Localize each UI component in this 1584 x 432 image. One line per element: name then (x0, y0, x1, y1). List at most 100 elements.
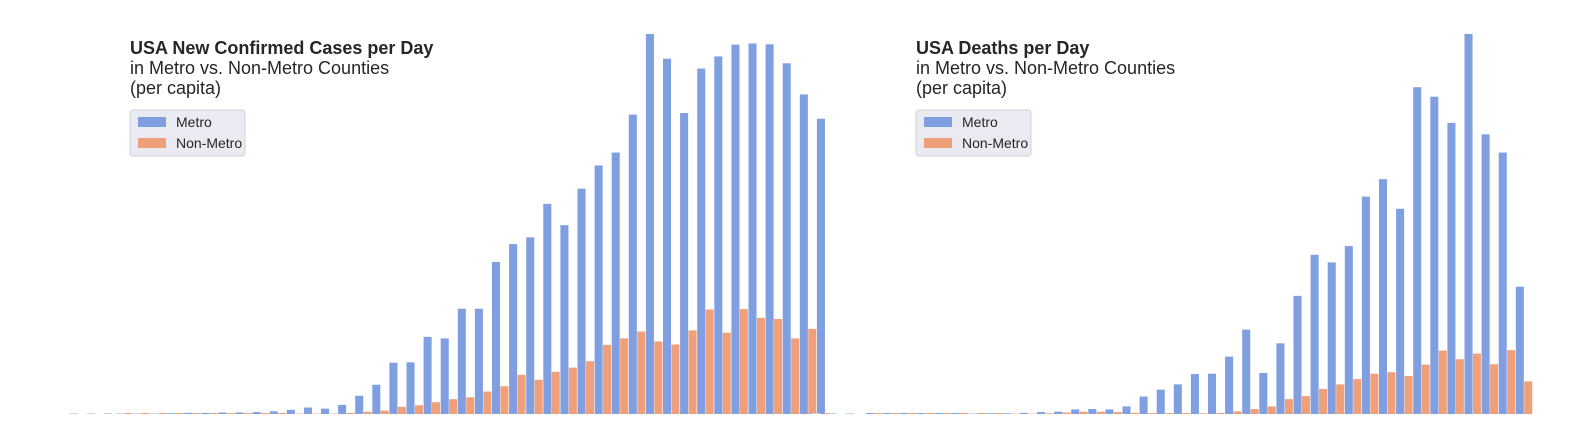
metro-bar (474, 308, 483, 414)
legend-swatch-metro (924, 117, 952, 127)
non-metro-bar (261, 413, 270, 414)
chart-title: USA New Confirmed Cases per Day (130, 38, 433, 58)
non-metro-bar (1216, 412, 1225, 414)
non-metro-bar (500, 386, 509, 414)
metro-bar (1293, 295, 1302, 414)
metro-bar (184, 412, 193, 414)
non-metro-bar (959, 413, 968, 414)
non-metro-bar (534, 379, 543, 414)
metro-bar (1225, 356, 1234, 414)
metro-bar (457, 308, 466, 414)
metro-bar (235, 412, 244, 414)
non-metro-bar (1284, 399, 1293, 414)
non-metro-bar (722, 332, 731, 414)
metro-bar (1344, 246, 1353, 414)
non-metro-bar (1490, 364, 1499, 414)
non-metro-bar (994, 413, 1003, 414)
metro-bar (252, 412, 261, 414)
metro-bar (594, 165, 603, 414)
non-metro-bar (637, 331, 646, 414)
non-metro-bar (432, 402, 441, 414)
metro-bar (1173, 384, 1182, 414)
metro-bar (440, 338, 449, 414)
metro-bar (883, 413, 892, 414)
non-metro-bar (808, 328, 817, 414)
non-metro-bar (774, 319, 783, 414)
metro-bar (1156, 389, 1165, 414)
metro-bar (577, 188, 586, 414)
metro-bar (782, 63, 791, 414)
baseline-ticks (70, 413, 112, 414)
chart-subtitle-line-1: in Metro vs. Non-Metro Counties (916, 58, 1175, 78)
non-metro-bar (942, 413, 951, 414)
non-metro-bar (209, 413, 218, 414)
metro-bar (423, 336, 432, 414)
metro-bar (1413, 87, 1422, 414)
non-metro-bar (925, 413, 934, 414)
non-metro-bar (141, 413, 150, 414)
legend-label-metro: Metro (962, 114, 998, 130)
non-metro-bar (1079, 411, 1088, 414)
metro-bar (286, 409, 295, 414)
non-metro-bar (414, 405, 423, 414)
metro-bar (321, 408, 330, 414)
metro-bar (951, 413, 960, 414)
non-metro-bar (1301, 396, 1310, 414)
baseline-dash (104, 413, 112, 414)
metro-bar (900, 413, 909, 414)
metro-bar (1208, 373, 1217, 414)
legend-label-non-metro: Non-Metro (962, 135, 1028, 151)
metro-bar (1190, 374, 1199, 414)
non-metro-bar (124, 413, 133, 414)
metro-bar (1327, 262, 1336, 414)
chart-subtitle-line-1: in Metro vs. Non-Metro Counties (130, 58, 389, 78)
non-metro-bar (1062, 412, 1071, 414)
non-metro-bar (1199, 413, 1208, 414)
non-metro-bar (1387, 372, 1396, 414)
non-metro-bar (1165, 413, 1174, 414)
metro-bar (985, 413, 994, 414)
metro-bar (1071, 409, 1080, 414)
metro-bar (680, 113, 689, 414)
non-metro-bar (551, 371, 560, 414)
non-metro-bar (908, 413, 917, 414)
metro-bar (406, 362, 415, 414)
metro-bar (1139, 396, 1148, 414)
non-metro-bar (671, 344, 680, 414)
non-metro-bar (874, 413, 883, 414)
metro-bar (1054, 411, 1063, 414)
non-metro-bar (1096, 411, 1105, 414)
non-metro-bar (243, 413, 252, 414)
metro-bar (934, 413, 943, 414)
non-metro-bar (620, 338, 629, 414)
metro-bar (1259, 372, 1268, 414)
metro-bar (543, 203, 552, 414)
non-metro-bar (1370, 373, 1379, 414)
non-metro-bar (346, 412, 355, 414)
legend-swatch-non-metro (924, 138, 952, 148)
non-metro-bar (1045, 413, 1054, 414)
metro-bar (1088, 409, 1097, 414)
non-metro-bar (158, 413, 167, 414)
metro-bar (1447, 122, 1456, 415)
metro-bar (1396, 208, 1405, 414)
metro-bar (338, 404, 347, 414)
non-metro-bar (1233, 411, 1242, 414)
non-metro-bar (380, 410, 389, 414)
metro-bar (526, 237, 535, 414)
metro-bar (866, 413, 875, 414)
non-metro-bar (603, 344, 612, 414)
non-metro-bar (1336, 384, 1345, 414)
non-metro-bar (1455, 359, 1464, 414)
non-metro-bar (1472, 353, 1481, 414)
metro-bar (389, 362, 398, 414)
non-metro-bar (891, 413, 900, 414)
metro-bar (731, 44, 740, 414)
cases-chart: USA New Confirmed Cases per Day in Metro… (70, 34, 834, 415)
metro-bar (1002, 413, 1011, 414)
metro-bar (611, 152, 620, 414)
chart-title: USA Deaths per Day (916, 38, 1089, 58)
non-metro-bar (585, 361, 594, 414)
metro-bar (1276, 343, 1285, 414)
